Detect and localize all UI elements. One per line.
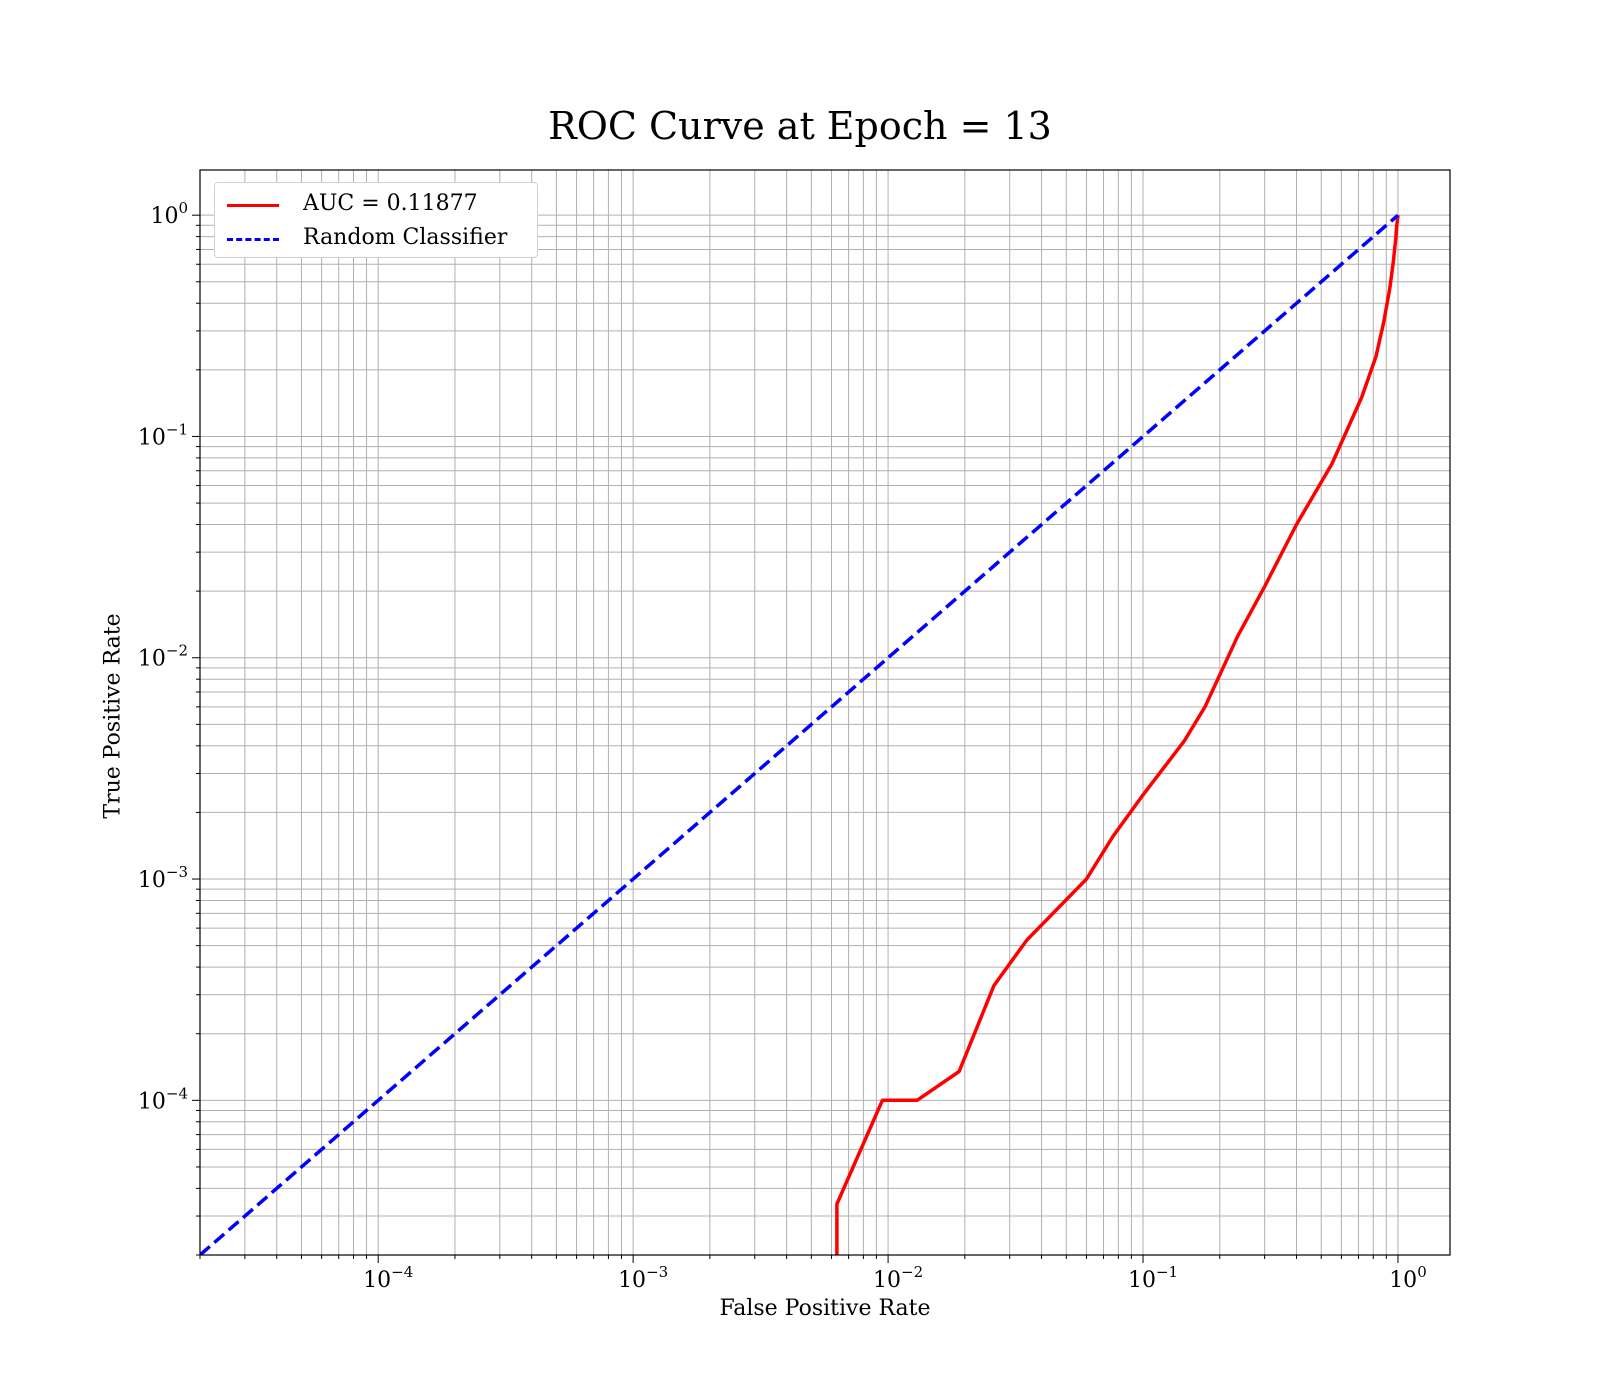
legend-label-random: Random Classifier (303, 225, 508, 250)
legend-item-random: Random Classifier (223, 223, 533, 253)
plot-area-frame (199, 169, 1451, 1256)
y-tick-label: 100 (150, 199, 188, 229)
grid-lines (199, 170, 1450, 1256)
series-lines (200, 213, 1400, 1255)
axis-ticks: 10−4 10−3 10−2 10−1 100 10−4 10−3 10−2 10−1 100 (138, 199, 1427, 1293)
legend-swatch-blue-dashed (227, 238, 279, 241)
random-classifier-line (200, 213, 1400, 1255)
y-axis-label: True Positive Rate (100, 613, 126, 819)
x-axis-label: False Positive Rate (719, 1296, 931, 1321)
legend-label-auc: AUC = 0.11877 (303, 191, 478, 216)
x-tick-label: 10−2 (873, 1263, 923, 1293)
y-tick-label: 10−2 (138, 642, 188, 672)
y-tick-label: 10−4 (138, 1084, 188, 1114)
x-tick-label: 10−1 (1128, 1263, 1178, 1293)
legend-item-auc: AUC = 0.11877 (223, 189, 533, 219)
roc-curve-line (835, 214, 1400, 1255)
x-tick-label: 100 (1389, 1263, 1427, 1293)
x-tick-label: 10−4 (363, 1263, 413, 1293)
x-tick-label: 10−3 (618, 1263, 668, 1293)
y-tick-label: 10−3 (138, 863, 188, 893)
legend-swatch-red-solid (227, 204, 279, 207)
legend: AUC = 0.11877 Random Classifier (214, 182, 538, 258)
chart-title: ROC Curve at Epoch = 13 (548, 104, 1052, 148)
y-tick-label: 10−1 (138, 420, 188, 450)
